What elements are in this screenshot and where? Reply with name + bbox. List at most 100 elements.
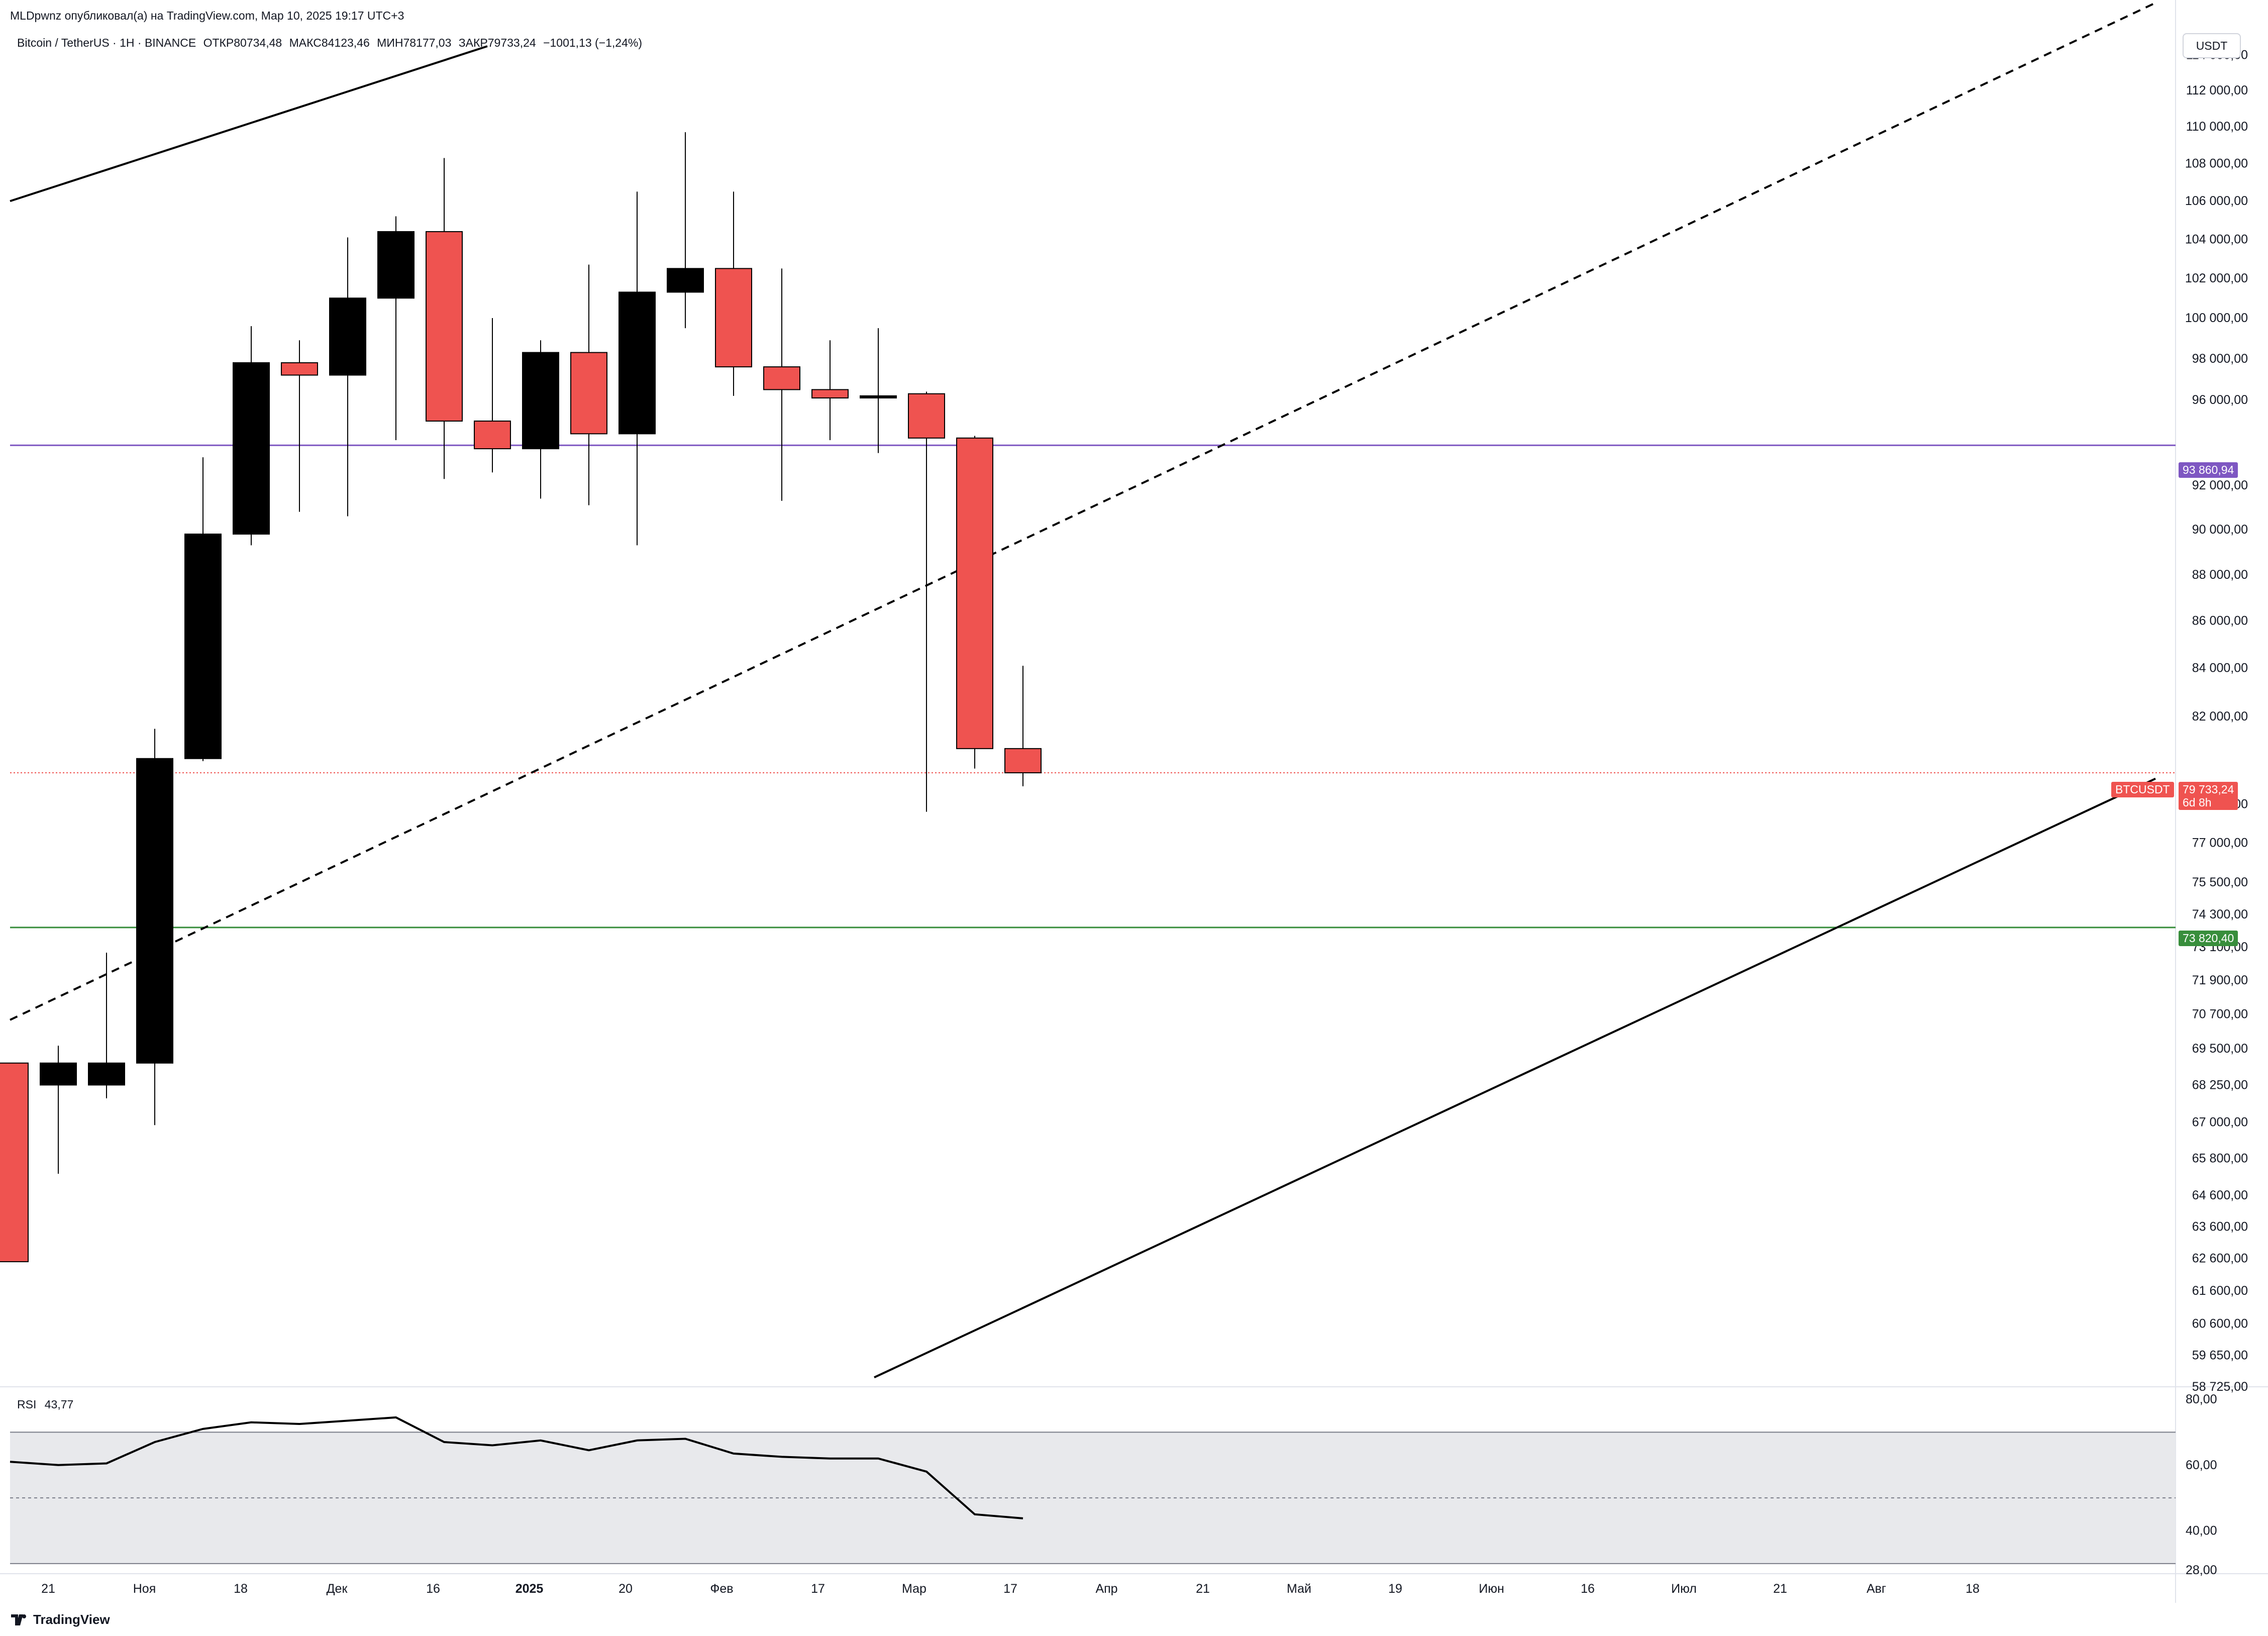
time-axis-label: Фев <box>710 1582 733 1596</box>
price-axis-label: 58 725,00 <box>2192 1380 2248 1394</box>
price-axis-label: 104 000,00 <box>2185 232 2248 246</box>
purple-level-tag: 93 860,94 <box>2179 462 2238 478</box>
time-axis-label: Май <box>1287 1582 1311 1596</box>
price-axis-label: 96 000,00 <box>2192 393 2248 407</box>
price-axis-label: 112 000,00 <box>2186 83 2248 97</box>
ohlc-low: МИН78177,03 <box>377 36 452 49</box>
price-axis-label: 69 500,00 <box>2192 1042 2248 1056</box>
tradingview-logo-text: TradingView <box>33 1612 110 1627</box>
candle-body <box>1004 748 1042 774</box>
current-price-value: 79 733,24 <box>2183 783 2234 796</box>
candle-body <box>377 231 415 299</box>
rsi-band <box>10 1432 2176 1564</box>
price-axis-label: 86 000,00 <box>2192 614 2248 628</box>
candle-body <box>136 758 173 1064</box>
price-axis-label: 60 600,00 <box>2192 1316 2248 1331</box>
trendline-solid <box>10 45 488 202</box>
time-axis-label: Авг <box>1867 1582 1886 1596</box>
time-axis-label: 17 <box>1003 1582 1017 1596</box>
tradingview-logo[interactable]: TradingView <box>10 1612 110 1627</box>
candle-body <box>426 231 463 422</box>
rsi-value: 43,77 <box>44 1398 74 1411</box>
candle-body <box>908 393 945 439</box>
price-axis-label: 110 000,00 <box>2186 120 2248 134</box>
price-axis-label: 88 000,00 <box>2192 568 2248 582</box>
candle-body <box>88 1062 125 1086</box>
ohlc-change: −1001,13 (−1,24%) <box>543 36 643 49</box>
price-axis-label: 68 250,00 <box>2192 1078 2248 1092</box>
publisher-line: MLDpwnz опубликовал(а) на TradingView.co… <box>10 9 404 22</box>
price-axis-label: 70 700,00 <box>2192 1007 2248 1021</box>
rsi-line <box>10 1416 1023 1519</box>
price-axis-label: 63 600,00 <box>2192 1219 2248 1234</box>
grid <box>0 0 2268 1603</box>
rsi-series-line <box>10 1416 1023 1519</box>
price-axis-label: 102 000,00 <box>2185 271 2248 285</box>
price-axis-label: 61 600,00 <box>2192 1284 2248 1298</box>
price-axis-label: 75 500,00 <box>2192 875 2248 889</box>
time-axis-label: 21 <box>41 1582 55 1596</box>
price-axis-label: 64 600,00 <box>2192 1188 2248 1202</box>
time-axis-label: 16 <box>426 1582 440 1596</box>
price-axis-label: 98 000,00 <box>2192 352 2248 366</box>
rsi-name: RSI <box>17 1398 37 1411</box>
candle-body <box>474 421 511 450</box>
price-axis-label: 82 000,00 <box>2192 709 2248 724</box>
candle-body <box>715 268 752 368</box>
price-axis-label: 90 000,00 <box>2192 523 2248 537</box>
time-axis-label: Дек <box>327 1582 348 1596</box>
candle-body <box>667 268 704 293</box>
price-axis-label: 65 800,00 <box>2192 1151 2248 1165</box>
candles <box>0 132 1042 1263</box>
trendlines <box>10 2 2156 1379</box>
rsi-axis-label: 40,00 <box>2186 1524 2217 1538</box>
tradingview-logo-icon <box>11 1614 26 1625</box>
time-axis-label: Ноя <box>133 1582 156 1596</box>
price-axis-label: 77 000,00 <box>2192 836 2248 850</box>
candle-body <box>811 389 849 399</box>
time-axis: 21 Ноя 18 Дек 16 2025 20 Фев 17 Мар 17 Апр 21 Май 19 Ию… <box>41 1582 1980 1596</box>
price-axis-label: 108 000,00 <box>2185 157 2248 171</box>
price-axis-label: 74 300,00 <box>2192 907 2248 922</box>
rsi-legend: RSI 43,77 <box>17 1398 78 1411</box>
candle-body <box>860 395 897 399</box>
ohlc-close: ЗАКР79733,24 <box>458 36 536 49</box>
price-axis-label: 84 000,00 <box>2192 661 2248 675</box>
time-axis-label: Июл <box>1671 1582 1697 1596</box>
candle-body <box>233 362 270 535</box>
rsi-axis: 80,00 60,00 40,00 28,00 <box>2186 1392 2217 1577</box>
current-price-tag: 79 733,24 6d 8h <box>2179 782 2238 810</box>
ohlc-open: ОТКР80734,48 <box>203 36 282 49</box>
horizontal-levels <box>10 444 2176 929</box>
time-axis-label: 21 <box>1196 1582 1210 1596</box>
candle-body <box>522 352 559 450</box>
trendline-solid <box>874 777 2156 1379</box>
ohlc-high: МАКС84123,46 <box>289 36 370 49</box>
candle-body <box>763 366 800 390</box>
currency-button[interactable]: USDT <box>2183 33 2241 58</box>
price-axis-label: 67 000,00 <box>2192 1115 2248 1129</box>
time-axis-label: 2025 <box>516 1582 544 1596</box>
time-axis-label: 18 <box>1966 1582 1980 1596</box>
price-axis-label: 59 650,00 <box>2192 1349 2248 1363</box>
candle-body <box>184 533 222 759</box>
time-axis-label: 16 <box>1581 1582 1595 1596</box>
price-axis-label: 71 900,00 <box>2192 973 2248 987</box>
symbol-legend: Bitcoin / TetherUS · 1Н · BINANCE ОТКР80… <box>17 36 646 50</box>
candle-body <box>329 297 366 376</box>
time-axis-label: 20 <box>618 1582 633 1596</box>
time-axis-label: Апр <box>1095 1582 1117 1596</box>
time-axis-label: Мар <box>902 1582 926 1596</box>
rsi-axis-label: 80,00 <box>2186 1392 2217 1406</box>
candle-body <box>570 352 607 435</box>
price-axis-label: 106 000,00 <box>2185 194 2248 208</box>
candle-body <box>618 291 656 435</box>
rsi-axis-label: 60,00 <box>2186 1458 2217 1472</box>
time-axis-label: 19 <box>1388 1582 1402 1596</box>
candle-body <box>0 1062 29 1263</box>
price-axis-label: 100 000,00 <box>2185 311 2248 325</box>
time-axis-label: 17 <box>811 1582 825 1596</box>
symbol-title: Bitcoin / TetherUS · 1Н · BINANCE <box>17 36 196 49</box>
